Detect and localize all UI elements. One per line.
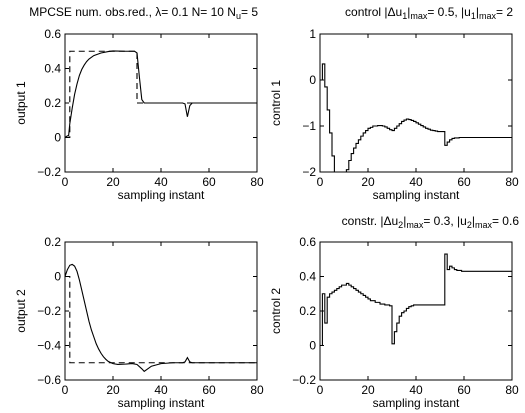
x-tick-label: 80 (505, 383, 519, 397)
x-tick-label: 60 (457, 175, 471, 189)
x-tick-label: 0 (62, 383, 69, 397)
series-line-output-2 (65, 263, 257, 373)
x-tick-label: 0 (62, 175, 69, 189)
y-tick-label: 0.6 (44, 27, 61, 41)
y-tick-label: 0.2 (44, 235, 61, 249)
series-line-output-1 (65, 50, 257, 138)
x-tick-label: 60 (202, 383, 216, 397)
x-tick-label: 20 (106, 383, 120, 397)
y-tick-label: 0 (54, 270, 61, 284)
x-axis-label: sampling instant (118, 188, 205, 202)
y-tick-label: 0.2 (299, 304, 316, 318)
x-tick-label: 40 (154, 175, 168, 189)
x-tick-label: 60 (202, 175, 216, 189)
series-line-control-1 (320, 63, 512, 172)
y-tick-label: 0 (309, 73, 316, 87)
y-tick-label: 0.4 (44, 62, 61, 76)
x-axis-label: sampling instant (118, 396, 205, 410)
plot-frame-control-2 (319, 241, 513, 381)
title-control-2: constr. |Δu2|max= 0.3, |u2|max= 0.6 (342, 214, 520, 230)
title-control-1: control |Δu1|max= 0.5, |u1|max= 2 (345, 5, 513, 21)
y-axis-label: control 1 (269, 80, 283, 126)
y-tick-label: −2 (302, 165, 316, 179)
x-tick-label: 80 (250, 383, 264, 397)
x-tick-label: 0 (317, 383, 324, 397)
panel-control-2: constr. |Δu2|max= 0.3, |u2|max= 0.6 0 20 4… (269, 214, 519, 410)
x-tick-label: 60 (457, 383, 471, 397)
x-tick-label: 20 (361, 175, 375, 189)
x-tick-label: 80 (505, 175, 519, 189)
x-tick-label: 40 (409, 383, 423, 397)
plot-frame-output-2 (64, 241, 258, 381)
reference-line-output-2 (65, 275, 257, 364)
y-tick-label: 0 (54, 131, 61, 145)
y-tick-label: −0.4 (37, 339, 61, 353)
x-tick-label: 20 (361, 383, 375, 397)
x-axis-label: sampling instant (373, 188, 460, 202)
x-tick-label: 40 (409, 175, 423, 189)
series-line-control-2 (320, 253, 512, 347)
y-tick-label: −0.2 (37, 165, 61, 179)
x-tick-label: 20 (106, 175, 120, 189)
y-tick-label: 0.6 (299, 235, 316, 249)
plot-frame-control-1 (319, 33, 513, 173)
y-tick-label: 1 (309, 27, 316, 41)
y-tick-label: −1 (302, 119, 316, 133)
y-tick-label: 0.4 (299, 270, 316, 284)
y-axis-label: output 1 (14, 81, 28, 125)
title-output-1: MPCSE num. obs.red., λ= 0.1 N= 10 Nu= 5 (29, 5, 258, 21)
panel-output-1: MPCSE num. obs.red., λ= 0.1 N= 10 Nu= 5 … (14, 5, 264, 202)
reference-line-output-1 (65, 50, 257, 139)
x-tick-label: 40 (154, 383, 168, 397)
y-tick-label: −0.2 (292, 373, 316, 387)
x-tick-label: 80 (250, 175, 264, 189)
panel-output-2: 0 20 40 60 80 −0.6 −0.4 −0.2 0 0.2 sampling instan… (14, 235, 264, 410)
x-axis-label: sampling instant (373, 396, 460, 410)
y-axis-label: control 2 (269, 288, 283, 334)
panel-control-1: control |Δu1|max= 0.5, |u1|max= 2 0 20 40 6… (269, 5, 519, 202)
y-axis-label: output 2 (14, 289, 28, 333)
y-tick-label: −0.2 (37, 304, 61, 318)
x-tick-label: 0 (317, 175, 324, 189)
y-tick-label: 0 (309, 339, 316, 353)
y-tick-label: 0.2 (44, 96, 61, 110)
y-tick-label: −0.6 (37, 373, 61, 387)
